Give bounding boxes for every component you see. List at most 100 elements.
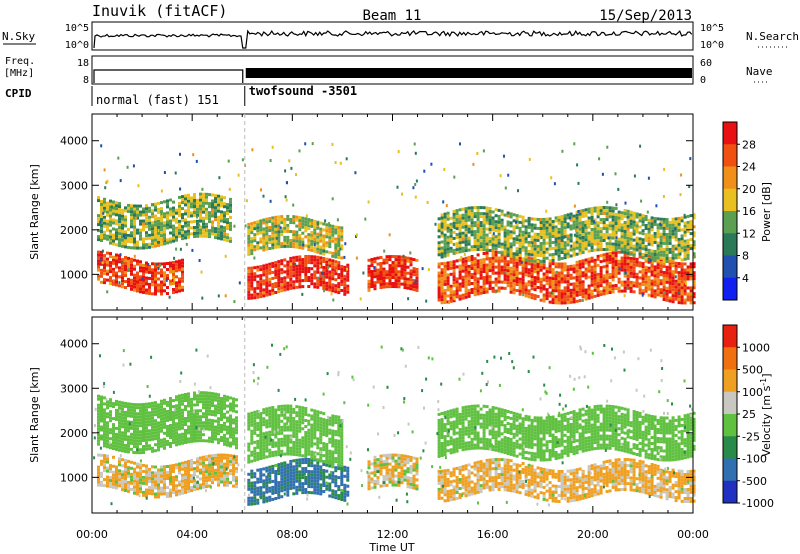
heatmap-cell [142, 213, 145, 217]
heatmap-cell [136, 489, 139, 493]
heatmap-cell [175, 466, 178, 470]
heatmap-cell [142, 210, 145, 214]
heatmap-cell [464, 231, 468, 235]
heatmap-cell [479, 291, 483, 295]
heatmap-cell [406, 256, 410, 260]
heatmap-cell [674, 217, 678, 221]
heatmap-cell [650, 234, 654, 238]
heatmap-cell [178, 219, 181, 223]
heatmap-cell [617, 262, 621, 266]
heatmap-cell [662, 238, 666, 242]
heatmap-cell [259, 240, 263, 244]
heatmap-cell [415, 279, 419, 283]
heatmap-cell [467, 270, 471, 274]
heatmap-cell [211, 419, 214, 423]
heatmap-cell [295, 215, 299, 219]
heatmap-cell [135, 216, 138, 220]
heatmap-cell [139, 484, 142, 488]
heatmap-cell [256, 241, 260, 245]
heatmap-cell [624, 201, 627, 205]
heatmap-cell [97, 277, 100, 281]
heatmap-cell [169, 231, 172, 235]
heatmap-cell [623, 233, 627, 236]
heatmap-cell [208, 409, 211, 413]
heatmap-cell [124, 239, 127, 243]
heatmap-cell [551, 220, 555, 223]
heatmap-cell [626, 230, 630, 234]
heatmap-cell [554, 283, 558, 287]
heatmap-cell [157, 243, 160, 247]
heatmap-cell [172, 233, 175, 237]
heatmap-cell [136, 277, 139, 281]
heatmap-cell [136, 436, 139, 440]
heatmap-cell [680, 243, 684, 247]
heatmap-cell [599, 218, 603, 222]
heatmap-cell [106, 430, 109, 434]
heatmap-cell [524, 219, 528, 223]
heatmap-cell [461, 225, 465, 229]
heatmap-cell [322, 260, 326, 263]
heatmap-cell [328, 233, 332, 237]
heatmap-cell [680, 265, 684, 269]
heatmap-cell [632, 257, 636, 261]
colorbar-label-6: 4 [742, 272, 749, 285]
heatmap-cell [190, 430, 193, 434]
heatmap-cell [148, 435, 151, 439]
heatmap-cell [223, 462, 226, 466]
heatmap-cell [193, 467, 196, 471]
heatmap-cell [521, 269, 525, 273]
heatmap-cell [506, 211, 510, 215]
heatmap-cell [346, 278, 350, 282]
heatmap-cell [295, 173, 297, 177]
heatmap-cell [566, 280, 570, 284]
heatmap-cell [250, 240, 254, 244]
heatmap-cell [214, 197, 217, 201]
heatmap-cell [635, 275, 639, 279]
heatmap-cell [464, 265, 468, 269]
heatmap-cell [106, 225, 109, 229]
heatmap-cell [623, 215, 627, 218]
heatmap-cell [650, 228, 654, 232]
heatmap-cell [106, 484, 109, 488]
heatmap-cell [136, 433, 139, 437]
heatmap-cell [677, 246, 681, 250]
heatmap-cell [163, 425, 166, 429]
heatmap-cell [313, 237, 317, 241]
heatmap-cell [217, 477, 220, 481]
heatmap-cell [611, 221, 615, 225]
heatmap-cell [205, 403, 208, 407]
heatmap-cell [545, 250, 549, 254]
heatmap-cell [382, 282, 386, 286]
heatmap-cell [449, 231, 453, 235]
heatmap-cell [659, 241, 663, 245]
heatmap-cell [160, 417, 163, 421]
heatmap-cell [437, 286, 441, 290]
heatmap-cell [196, 487, 199, 491]
heatmap-cell [142, 287, 145, 291]
heatmap-cell [557, 227, 561, 231]
heatmap-cell [205, 210, 208, 214]
heatmap-cell [617, 222, 621, 226]
heatmap-cell [527, 262, 531, 266]
heatmap-cell [533, 223, 537, 227]
heatmap-cell [575, 252, 579, 256]
heatmap-cell [623, 259, 627, 263]
heatmap-cell [680, 280, 684, 284]
heatmap-cell [656, 247, 660, 251]
heatmap-cell [560, 292, 564, 296]
heatmap-cell [659, 267, 663, 271]
heatmap-cell [166, 430, 169, 434]
heatmap-cell [175, 490, 178, 494]
heatmap-cell [145, 432, 148, 436]
heatmap-cell [551, 241, 555, 244]
heatmap-cell [97, 415, 100, 419]
heatmap-cell [340, 235, 344, 239]
heatmap-cell [458, 232, 462, 236]
heatmap-cell [301, 258, 305, 262]
heatmap-cell [668, 281, 672, 285]
heatmap-cell [615, 203, 618, 207]
heatmap-cell [629, 213, 633, 217]
heatmap-cell [334, 287, 338, 291]
heatmap-cell [253, 287, 257, 291]
heatmap-cell [473, 269, 477, 273]
